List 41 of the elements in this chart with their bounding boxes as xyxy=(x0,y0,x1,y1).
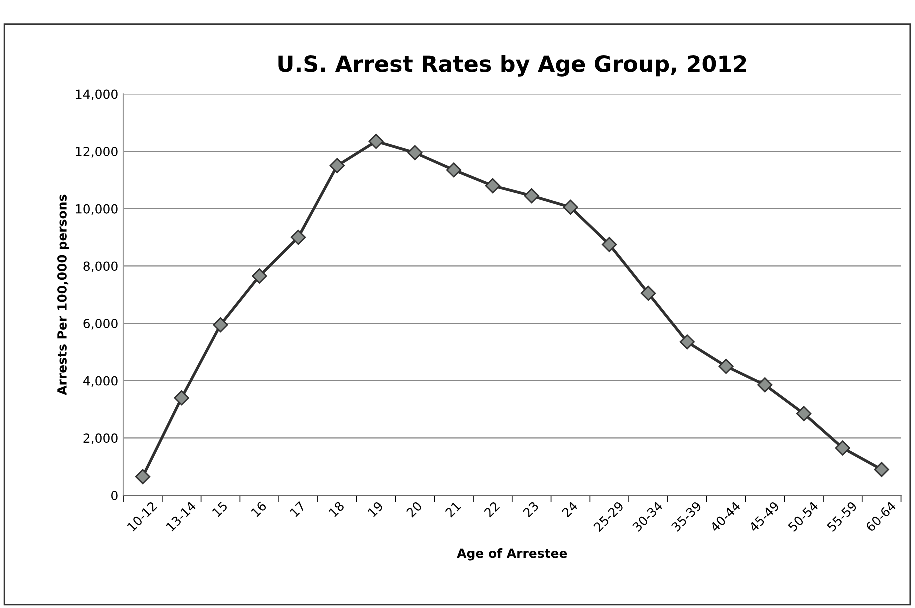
point xyxy=(485,178,501,194)
point xyxy=(290,230,306,246)
point xyxy=(835,440,851,456)
point xyxy=(796,406,812,422)
y-tick-label: 14,000 xyxy=(76,90,118,100)
point xyxy=(524,188,540,204)
y-tick-label: 10,000 xyxy=(76,204,118,216)
x-tick-label: 23 xyxy=(522,501,540,518)
x-tick-label: 16 xyxy=(250,501,268,518)
point xyxy=(680,334,695,350)
point xyxy=(135,469,151,484)
chart-title: U.S. Arrest Rates by Age Group, 2012 xyxy=(278,55,746,77)
point xyxy=(408,145,423,161)
x-tick-label: 18 xyxy=(328,501,345,518)
point xyxy=(446,162,462,178)
y-tick-label: 4,000 xyxy=(83,376,118,388)
y-axis-title: Arrests Per 100,000 persons xyxy=(57,194,70,396)
x-tick-label: 21 xyxy=(444,501,462,518)
point xyxy=(563,200,578,216)
x-axis-title: Age of Arrestee xyxy=(457,548,568,561)
point xyxy=(640,286,656,302)
y-tick-label: 2,000 xyxy=(84,434,118,444)
x-tick-label: 19 xyxy=(368,501,384,518)
point xyxy=(758,378,773,393)
x-tick-label: 15 xyxy=(212,501,228,518)
point xyxy=(174,390,190,406)
point xyxy=(330,158,345,174)
y-tick-label: 8,000 xyxy=(84,262,118,272)
x-tick-label: 24 xyxy=(562,501,578,518)
point xyxy=(874,462,890,478)
x-tick-label: 20 xyxy=(406,501,423,518)
y-tick-label: 6,000 xyxy=(84,319,118,330)
x-tick-label: 22 xyxy=(484,501,500,518)
y-tick-label: 0 xyxy=(112,490,118,500)
point xyxy=(718,358,734,374)
point xyxy=(213,317,228,333)
point xyxy=(368,134,384,150)
point xyxy=(252,268,268,284)
point xyxy=(602,237,618,252)
y-tick-label: 12,000 xyxy=(76,147,118,158)
x-tick-label: 17 xyxy=(290,501,306,518)
